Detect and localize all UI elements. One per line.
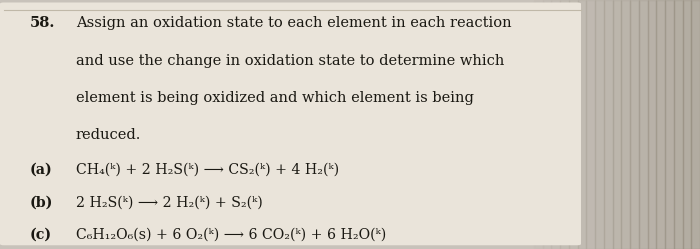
Bar <box>533 0 542 249</box>
Bar <box>665 0 673 249</box>
Bar <box>552 0 560 249</box>
Bar <box>692 0 700 249</box>
Text: reduced.: reduced. <box>76 128 141 142</box>
Bar <box>525 0 533 249</box>
Text: element is being oxidized and which element is being: element is being oxidized and which elem… <box>76 91 473 105</box>
Bar <box>560 0 568 249</box>
Bar <box>657 0 665 249</box>
Bar <box>603 0 612 249</box>
Bar <box>587 0 595 249</box>
Bar <box>612 0 622 249</box>
Bar <box>673 0 682 249</box>
Text: (b): (b) <box>29 195 52 209</box>
Text: (c): (c) <box>29 228 52 242</box>
Bar <box>568 0 578 249</box>
Bar <box>578 0 587 249</box>
Text: C₆H₁₂O₆(s) + 6 O₂(ᵏ) ⟶ 6 CO₂(ᵏ) + 6 H₂O(ᵏ): C₆H₁₂O₆(s) + 6 O₂(ᵏ) ⟶ 6 CO₂(ᵏ) + 6 H₂O(… <box>76 228 386 242</box>
Bar <box>638 0 648 249</box>
Bar <box>595 0 603 249</box>
Text: (a): (a) <box>29 163 52 177</box>
Bar <box>648 0 657 249</box>
FancyBboxPatch shape <box>0 2 581 245</box>
Text: 58.: 58. <box>29 16 55 30</box>
Bar <box>630 0 638 249</box>
Bar <box>622 0 630 249</box>
Text: 2 H₂S(ᵏ) ⟶ 2 H₂(ᵏ) + S₂(ᵏ): 2 H₂S(ᵏ) ⟶ 2 H₂(ᵏ) + S₂(ᵏ) <box>76 195 262 209</box>
Text: and use the change in oxidation state to determine which: and use the change in oxidation state to… <box>76 54 504 67</box>
Bar <box>682 0 692 249</box>
Text: Assign an oxidation state to each element in each reaction: Assign an oxidation state to each elemen… <box>76 16 511 30</box>
Bar <box>542 0 552 249</box>
Text: CH₄(ᵏ) + 2 H₂S(ᵏ) ⟶ CS₂(ᵏ) + 4 H₂(ᵏ): CH₄(ᵏ) + 2 H₂S(ᵏ) ⟶ CS₂(ᵏ) + 4 H₂(ᵏ) <box>76 163 339 177</box>
